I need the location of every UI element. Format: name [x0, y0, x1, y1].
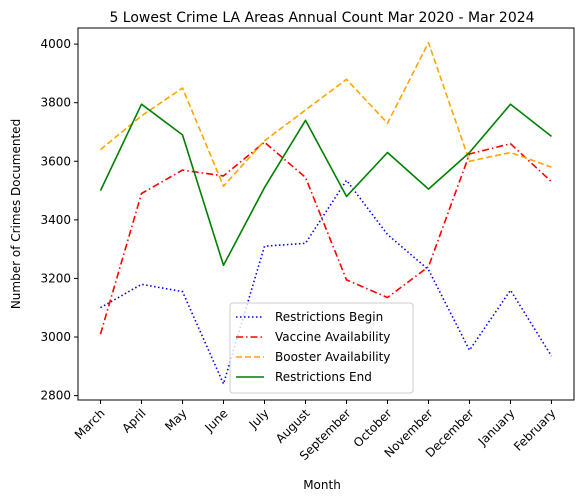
x-axis-title: Month	[303, 478, 341, 492]
legend-box	[229, 302, 414, 394]
series-layer	[99, 41, 553, 385]
legend-label: Restrictions Begin	[275, 310, 383, 324]
series-line	[99, 41, 552, 187]
y-tick-label: 3600	[40, 154, 71, 168]
series-line	[99, 141, 553, 335]
plot-frame	[77, 27, 575, 401]
chart-title: 5 Lowest Crime LA Areas Annual Count Mar…	[109, 10, 534, 26]
y-axis: 2800 3000 3200 3400 3600 3800 4000	[40, 37, 78, 403]
legend-label: Vaccine Availability	[275, 330, 390, 344]
series-line	[99, 103, 552, 267]
legend-label: Booster Availability	[275, 350, 390, 364]
y-tick-label: 3800	[40, 96, 71, 110]
legend: Restrictions Begin Vaccine Availability Bo…	[229, 302, 414, 394]
y-tick-label: 3200	[40, 271, 71, 285]
y-axis-title: Number of Crimes Documented	[9, 119, 23, 309]
y-tick-label: 2800	[40, 389, 71, 403]
legend-label: Restrictions End	[275, 370, 372, 384]
y-tick-label: 3400	[40, 213, 71, 227]
y-tick-label: 3000	[40, 330, 71, 344]
series-line	[100, 179, 553, 385]
y-tick-label: 4000	[40, 37, 71, 51]
